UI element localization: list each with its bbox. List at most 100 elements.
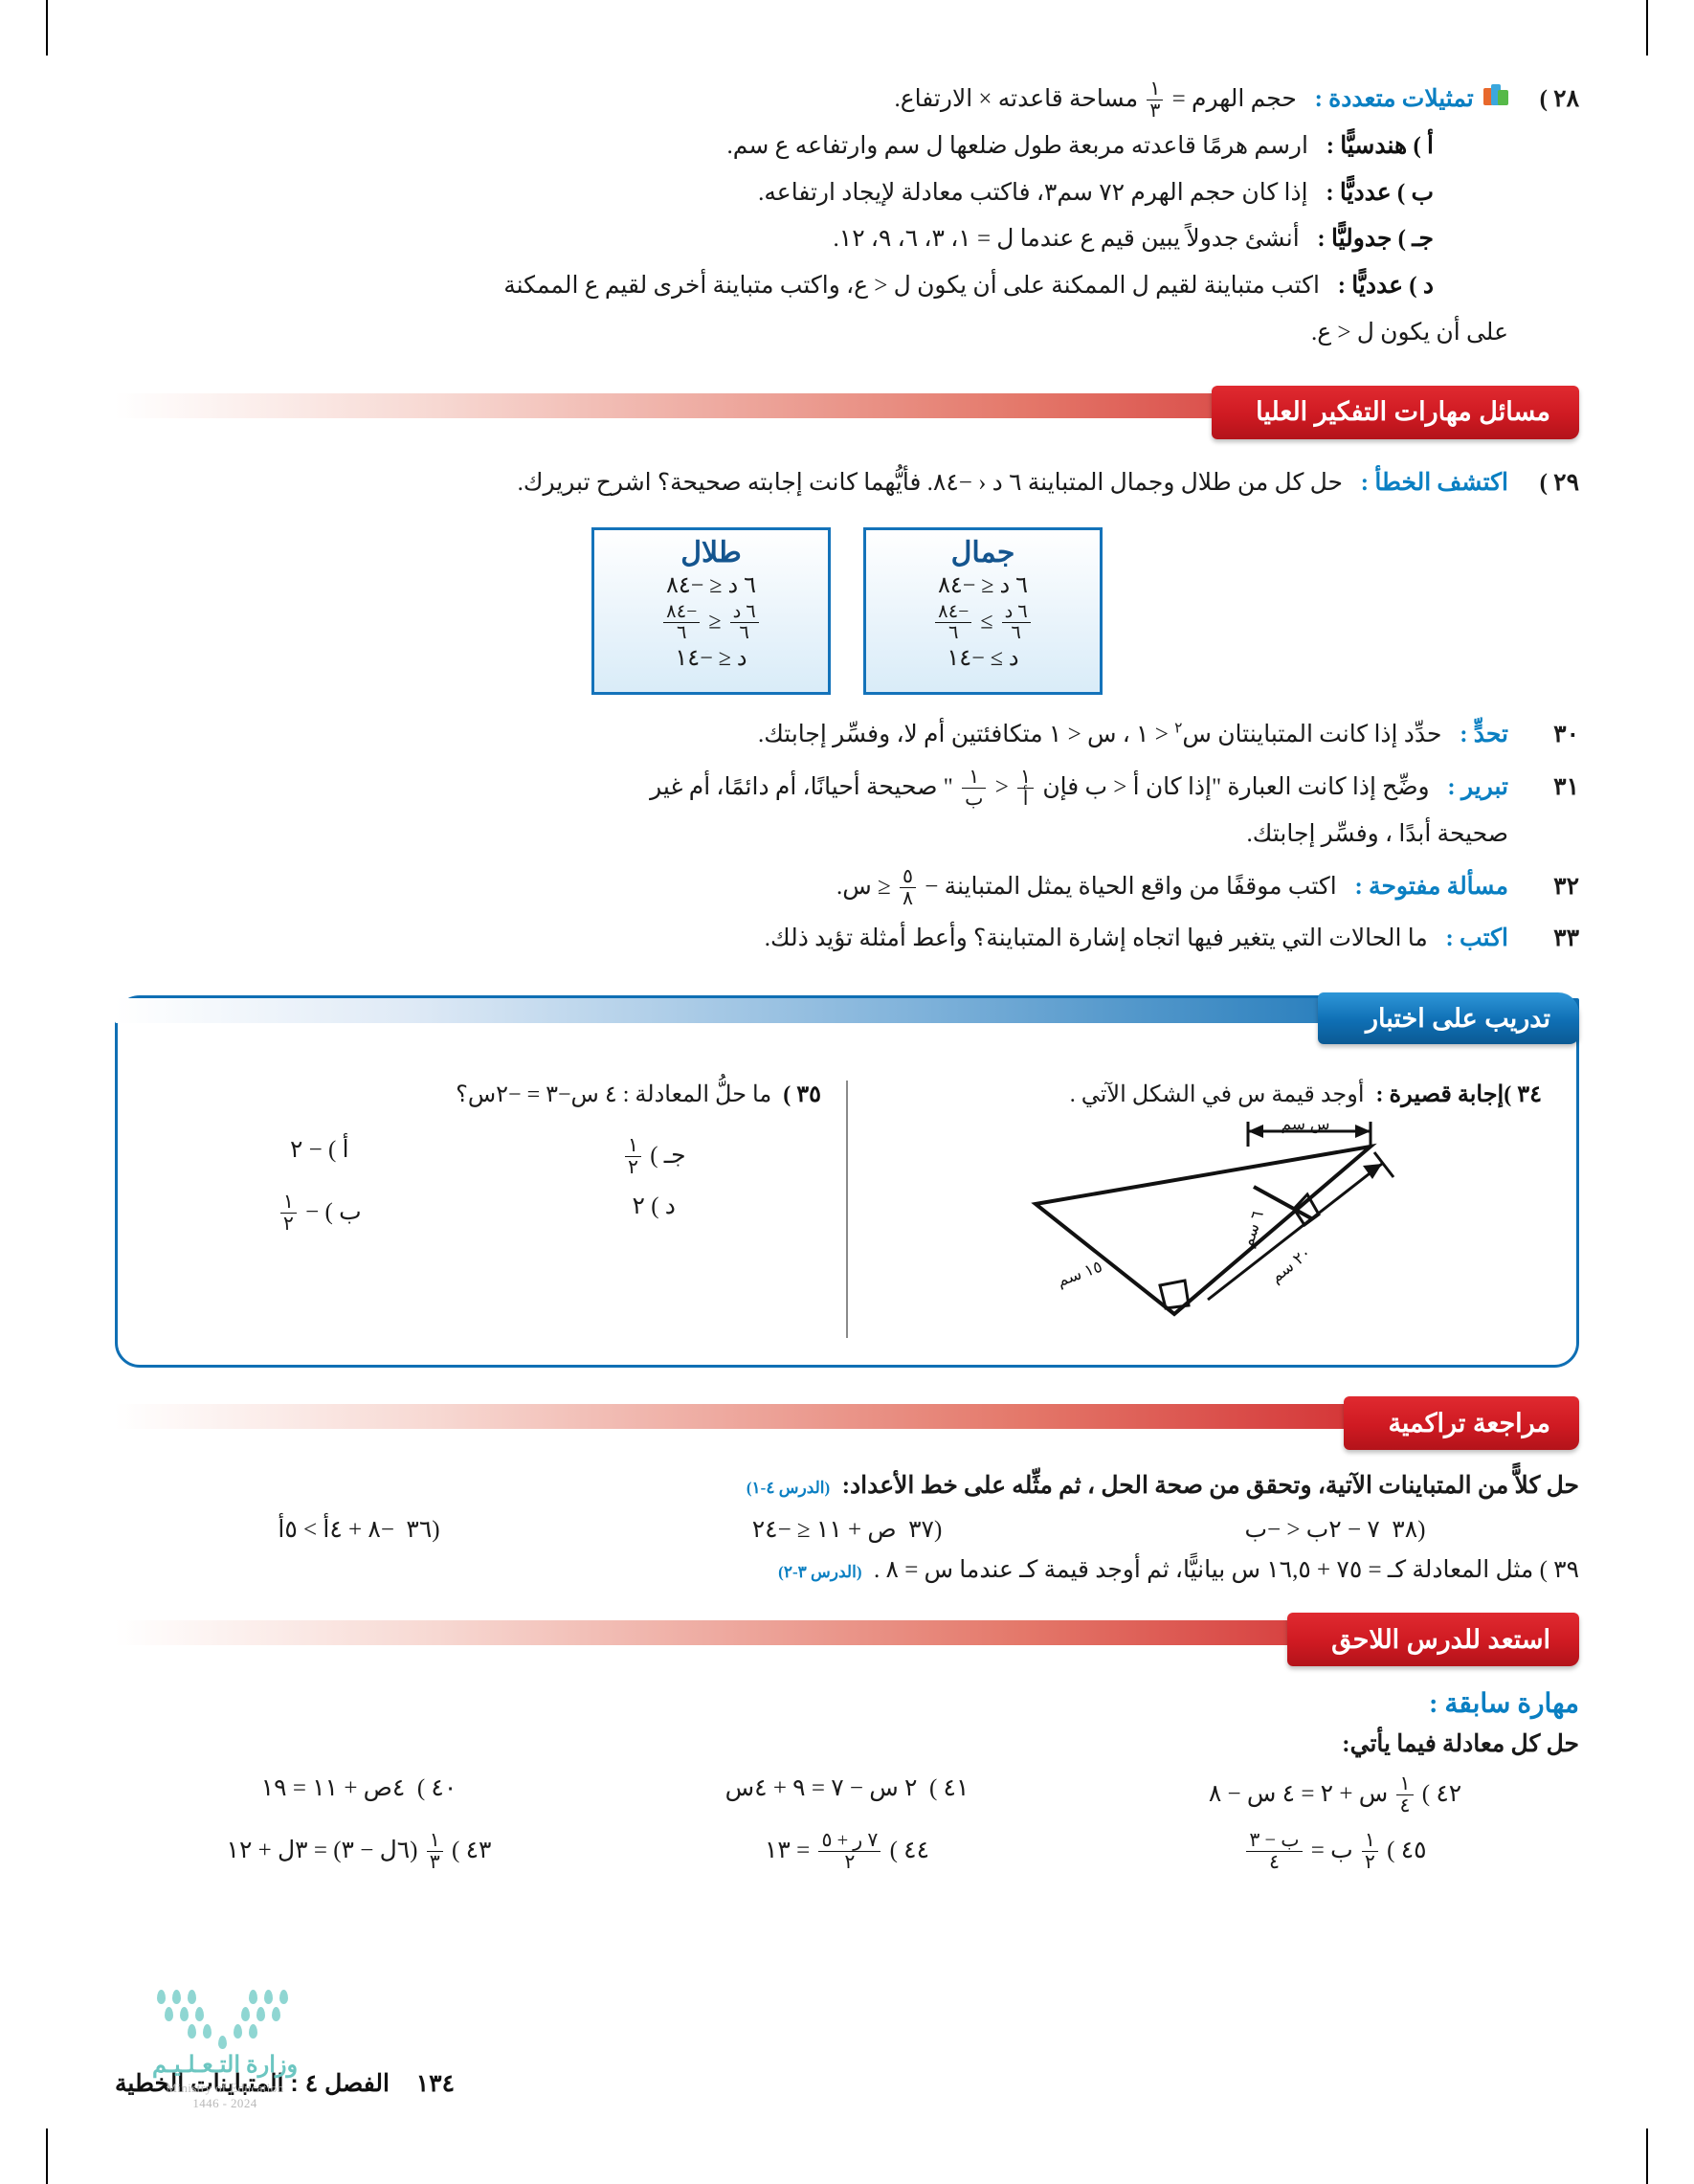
choice-b-key: ب ) [324,1199,362,1226]
part-c-tag: جـ ) جدوليًّا : [1317,226,1434,253]
problem-32-label: مسألة مفتوحة : [1354,873,1508,900]
part-a-tag: أ ) هندسيًّا : [1326,132,1434,159]
banner-prepare-next-lesson: استعد للدرس اللاحق [115,1613,1579,1666]
review-item-36-text: −٨ + ٤أ > ٥أ [278,1517,394,1543]
part-c-text: أنشئ جدولاً يبين قيم ع عندما ل = ١، ٣، ٦… [833,226,1300,253]
student-name-jamal: جمال [950,537,1015,569]
banner-hots-label: مسائل مهارات التفكير العليا [1256,397,1550,426]
problem-34: ٣٤ )إجابة قصيرة : أوجد قيمة س في الشكل ا… [873,1081,1542,1108]
prepare-item-45-number: ٤٥ ) [1387,1838,1427,1864]
prepare-item-40: ٤٠ ) ٤ص + ١١ = ١٩ [115,1773,603,1816]
problem-32: ٣٢ مسألة مفتوحة : اكتب موقفًا من واقع ال… [115,864,1579,911]
problem-30-exponent: ٢ [1174,720,1183,737]
review-item-36-number: (٣٦ [406,1517,440,1543]
jamal-step-3: د ≥ −١٤ [947,646,1019,672]
review-lesson-ref-2: (الدرس ٣-٢) [778,1563,862,1581]
review-item-38-number: (٣٨ [1392,1517,1426,1543]
review-intro: حل كلاًّ من المتباينات الآتية، وتحقق من … [115,1471,1579,1500]
prepare-item-41-number: ٤١ ) [928,1775,970,1801]
review-item-37-number: (٣٧ [908,1517,943,1543]
student-name-talal: طلال [680,537,742,569]
student-box-talal: طلال ٦ د ≤ −٨٤ ٦ د ٦ ≤ −٨٤ ٦ د ≤ −١٤ [591,527,831,696]
prepare-item-44-text: = ١٣ [764,1838,811,1864]
student-work-boxes: جمال ٦ د ≤ −٨٤ ٦ د ٦ ≥ −٨٤ ٦ د ≥ −١٤ [115,527,1579,696]
prepare-item-40-text: ٤ص + ١١ = ١٩ [260,1775,406,1801]
problem-29-stem: اكتشف الخطأ : حل كل من طلال وجمال المتبا… [115,460,1508,507]
review-item-38: (٣٨ ٧ − ٢ب < −ب [1091,1515,1579,1544]
jamal-step-1: ٦ د ≤ −٨٤ [937,573,1029,599]
problem-32-number: ٣٢ [1553,873,1579,900]
problem-35: ٣٥ ) ما حلُّ المعادلة : ٤ س−٣ = −٢س؟ [152,1081,821,1108]
banner-test-label: تدريب على اختبار [1365,1003,1550,1033]
review-intro-text: حل كلاًّ من المتباينات الآتية، وتحقق من … [841,1473,1579,1499]
jamal-step-2: ٦ د ٦ ≥ −٨٤ ٦ [932,601,1034,644]
banner-plate: استعد للدرس اللاحق [1287,1613,1579,1666]
footer-chapter-line: ١٣٤ الفصل ٤ : المتباينات الخطية [115,2069,579,2098]
student-box-jamal: جمال ٦ د ≤ −٨٤ ٦ د ٦ ≥ −٨٤ ٦ د ≥ −١٤ [863,527,1103,696]
problem-34-number: ٣٤ ) [1504,1082,1542,1107]
triangle-figure: س سم ٦ سم ٢٠ سم ١٥ سم [873,1118,1542,1338]
test-practice-col-right: ٣٤ )إجابة قصيرة : أوجد قيمة س في الشكل ا… [846,1081,1551,1338]
choice-a[interactable]: أ ) − ٢ [152,1135,487,1178]
banner-higher-order-thinking: مسائل مهارات التفكير العليا [115,385,1579,439]
choice-d[interactable]: د ) ٢ [487,1192,822,1235]
problem-34-label: إجابة قصيرة : [1375,1082,1505,1107]
review-item-39: ٣٩ ) مثل المعادلة كـ = ٧٥ + ١٦,٥ س بياني… [115,1555,1579,1584]
part-d-tag: د ) عدديًّا : [1337,273,1434,299]
banner-test-practice: تدريب على اختبار [115,992,1579,1046]
prepare-item-41-text: ٢ س − ٧ = ٩ + ٤س [724,1775,918,1801]
problem-28-part-a: أ ) هندسيًّا : ارسم هرمًا قاعدته مربعة ط… [115,123,1508,170]
review-items-row: (٣٨ ٧ − ٢ب < −ب (٣٧ ص + ١١ ≤ −٢٤ (٣٦ −٨ … [115,1515,1579,1544]
crop-mark-top-right [1646,0,1648,56]
prepare-item-42-text: س + ٢ = ٤ س − ٨ [1208,1780,1389,1807]
review-item-39-number: ٣٩ ) [1539,1557,1579,1583]
review-item-37-text: ص + ١١ ≤ −٢٤ [751,1517,897,1543]
problem-29: ٢٩ ) اكتشف الخطأ : حل كل من طلال وجمال ا… [115,460,1579,507]
talal-step-3: د ≤ −١٤ [675,646,747,672]
crop-mark-top-left [46,0,48,56]
choice-d-key: د ) [651,1193,676,1220]
choice-c-key: جـ ) [650,1142,686,1169]
banner-plate: مسائل مهارات التفكير العليا [1212,385,1579,439]
multiple-representations-icon [1483,84,1508,109]
page-number: ١٣٤ [415,2070,456,2097]
footer-chapter-title: الفصل ٤ : المتباينات الخطية [115,2070,390,2097]
banner-plate: مراجعة تراكمية [1344,1396,1579,1450]
problem-32-text-a: اكتب موقفًا من واقع الحياة يمثل المتباين… [925,873,1337,900]
problem-31-operator: < [994,774,1009,800]
problem-30-label: تحدٍّ : [1460,722,1508,748]
problem-32-text-b: ≤ س. [836,873,891,900]
banner-tail [115,1404,1579,1429]
part-d-text: اكتب متباينة لقيم ل الممكنة على أن يكون … [503,273,1320,299]
crop-mark-bottom-right [1646,2128,1648,2184]
moe-english-name: Ministry of Education [166,2081,284,2095]
problem-28-part-d: د ) عدديًّا : اكتب متباينة لقيم ل الممكن… [115,263,1508,310]
problem-31-number: ٣١ [1553,774,1579,800]
problem-28-part-c: جـ ) جدوليًّا : أنشئ جدولاً يبين قيم ع ع… [115,216,1508,263]
svg-text:٦ سم: ٦ سم [1237,1209,1267,1251]
problem-33: ٣٣ اكتب : ما الحالات التي يتغير فيها اتج… [115,916,1579,963]
problem-31-label: تبرير : [1447,774,1508,800]
prepare-intro: حل كل معادلة فيما يأتي: [1342,1731,1579,1757]
problem-29-label: اكتشف الخطأ : [1360,469,1508,496]
review-item-36: (٣٦ −٨ + ٤أ > ٥أ [115,1515,603,1544]
problem-28-stem-b: مساحة قاعدته × الارتفاع. [894,86,1139,112]
prepare-item-44-number: ٤٤ ) [889,1838,930,1864]
svg-text:١٥ سم: ١٥ سم [1055,1258,1104,1291]
problem-31: ٣١ تبرير : وضِّح إذا كانت العبارة "إذا ك… [115,765,1579,858]
problem-28-part-d-cont: على أن يكون ل < ع. [1310,319,1508,345]
